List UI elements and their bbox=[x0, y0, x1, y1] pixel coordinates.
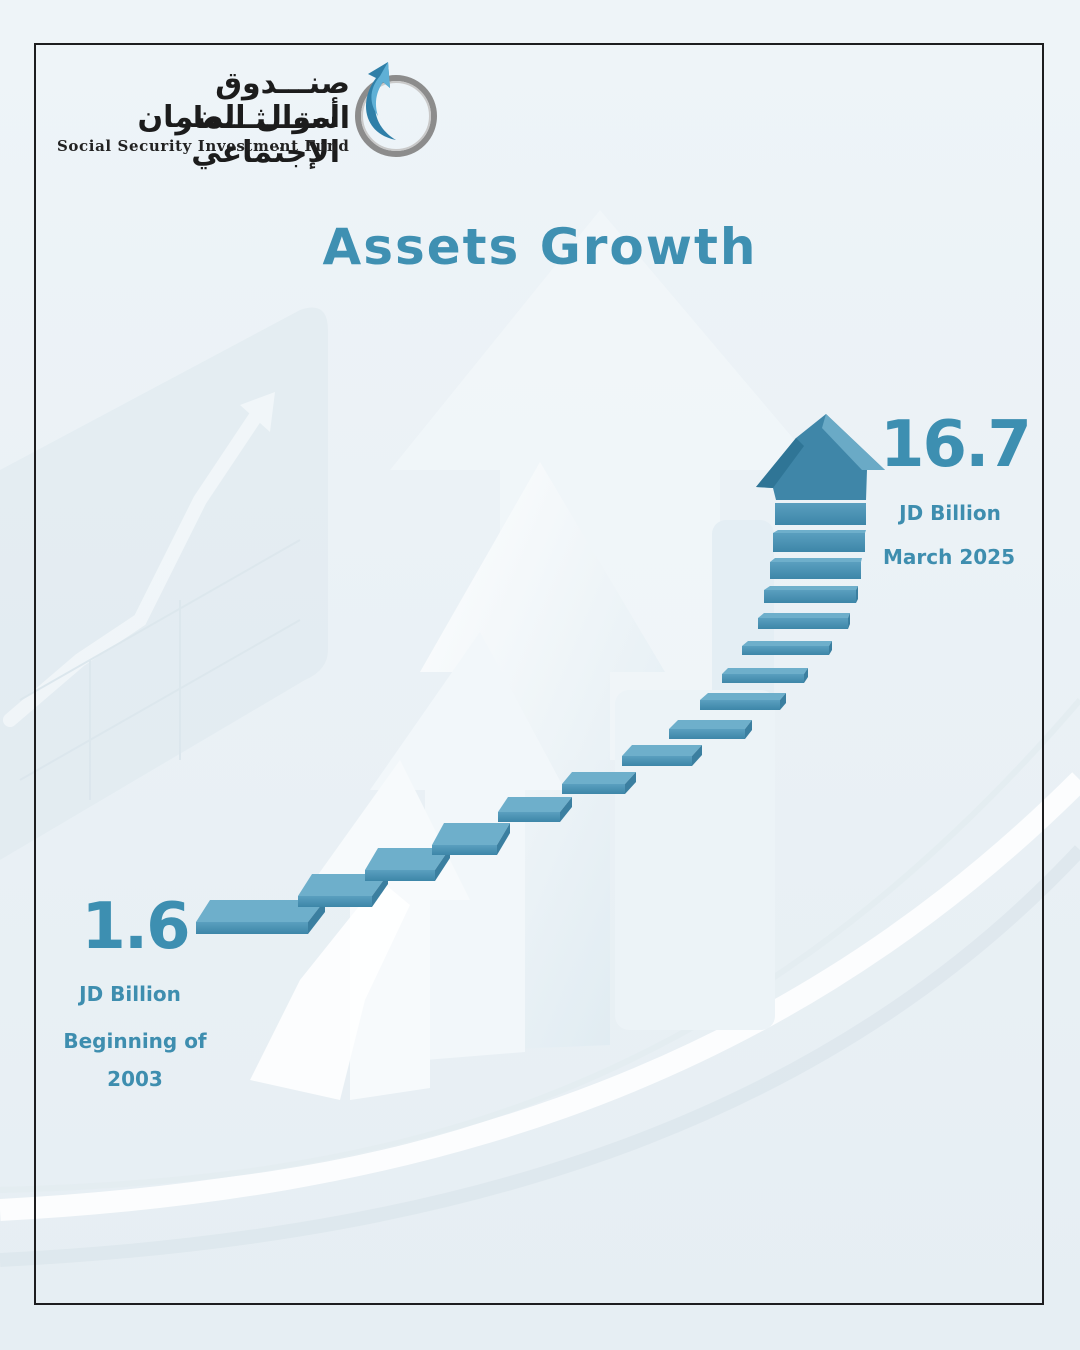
stair-step bbox=[758, 613, 850, 629]
stair-step bbox=[773, 530, 866, 552]
swoosh-curves bbox=[0, 698, 1080, 1267]
stair-step bbox=[775, 503, 866, 525]
brand-name-arabic-line1: صنـــدوق استـــثـــمار bbox=[175, 66, 350, 136]
staircase-illustration bbox=[196, 414, 885, 934]
stair-step bbox=[498, 797, 572, 822]
stair-step bbox=[742, 641, 832, 655]
page-title: Assets Growth bbox=[322, 218, 758, 276]
stair-step bbox=[770, 558, 862, 579]
stair-step bbox=[622, 745, 702, 766]
brand-name-english: Social Security Investment Fund bbox=[57, 137, 350, 155]
stair-step bbox=[722, 668, 808, 683]
end-assets-unit: JD Billion bbox=[899, 501, 1001, 525]
start-assets-value: 1.6 bbox=[81, 890, 190, 964]
end-assets-period: March 2025 bbox=[883, 545, 1015, 569]
stair-step bbox=[562, 772, 636, 794]
stair-step bbox=[700, 693, 786, 710]
stair-step bbox=[764, 586, 858, 603]
start-assets-unit: JD Billion bbox=[79, 982, 181, 1006]
brand-name-arabic-line2: أموال الضمان الإجتماعي bbox=[137, 100, 340, 170]
poster-frame bbox=[34, 43, 1044, 1305]
stair-step bbox=[365, 848, 450, 881]
stair-step bbox=[432, 823, 510, 855]
end-assets-value: 16.7 bbox=[880, 408, 1032, 482]
stair-step bbox=[196, 900, 325, 934]
stair-step bbox=[669, 720, 752, 739]
faded-screen-chart-illustration bbox=[0, 307, 328, 860]
circular-arrow-logo-icon bbox=[355, 62, 437, 157]
start-assets-period: Beginning of 2003 bbox=[63, 1029, 207, 1091]
arrow-up-icon bbox=[756, 414, 885, 500]
white-arrows-bars-illustration bbox=[250, 462, 775, 1100]
